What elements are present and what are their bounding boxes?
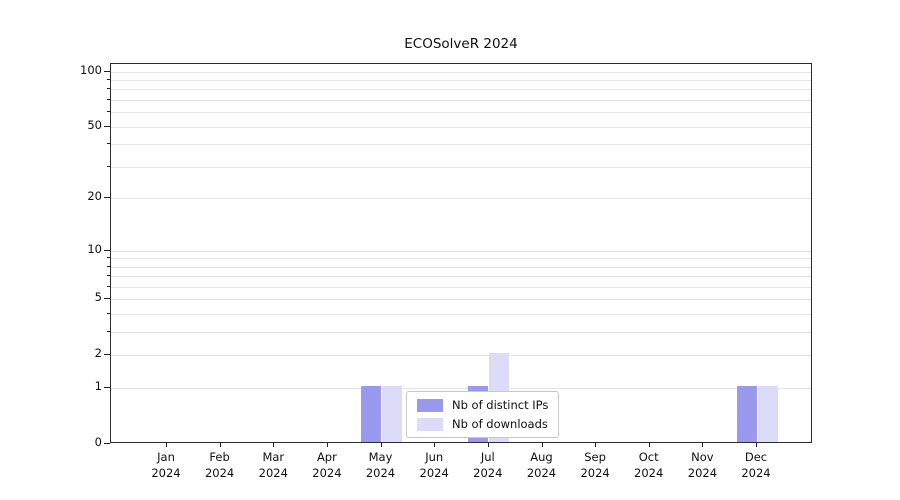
- x-tick-label: Jul 2024: [458, 449, 518, 481]
- y-minor-tick-mark: [107, 257, 110, 259]
- gridline: [111, 250, 811, 252]
- x-tick-label: Apr 2024: [297, 449, 357, 481]
- plot-area: [110, 63, 812, 443]
- gridline: [111, 198, 811, 200]
- x-tick-year-label: 2024: [312, 466, 342, 481]
- y-minor-tick-mark: [107, 165, 110, 167]
- x-tick-mark: [380, 443, 382, 447]
- y-minor-tick-mark: [107, 99, 110, 101]
- gridline: [111, 276, 811, 278]
- legend-label: Nb of downloads: [452, 417, 548, 431]
- x-tick-label: Dec 2024: [726, 449, 786, 481]
- gridline: [111, 332, 811, 334]
- x-tick-year-label: 2024: [419, 466, 449, 481]
- y-tick-mark: [104, 387, 110, 389]
- gridline: [111, 80, 811, 81]
- gridline: [111, 89, 811, 91]
- x-tick-label: Sep 2024: [565, 449, 625, 481]
- y-minor-tick-mark: [107, 111, 110, 113]
- bar-dec-downloads: [757, 386, 778, 442]
- x-tick-year-label: 2024: [258, 466, 288, 481]
- x-tick-mark: [273, 443, 275, 447]
- legend-swatch: [417, 417, 443, 431]
- x-tick-mark: [756, 443, 757, 447]
- legend-label: Nb of distinct IPs: [452, 398, 549, 412]
- x-tick-year-label: 2024: [151, 466, 181, 481]
- x-tick-mark: [219, 443, 221, 447]
- y-tick-mark: [104, 354, 110, 356]
- y-minor-tick-mark: [107, 265, 110, 267]
- x-tick-mark: [648, 443, 650, 447]
- y-minor-tick-mark: [107, 313, 110, 315]
- x-tick-label: Aug 2024: [512, 449, 572, 481]
- x-tick-label: Nov 2024: [672, 449, 732, 481]
- x-tick-mark: [595, 443, 597, 447]
- x-tick-mark: [487, 443, 489, 447]
- x-tick-mark: [702, 443, 704, 447]
- x-tick-label: Jan 2024: [136, 449, 196, 481]
- y-tick-label: 0: [94, 435, 102, 449]
- x-tick-year-label: 2024: [634, 466, 664, 481]
- legend-swatch: [417, 398, 443, 412]
- y-tick-label: 5: [94, 290, 102, 305]
- gridline: [111, 388, 811, 390]
- x-tick-year-label: 2024: [526, 466, 557, 481]
- y-minor-tick-mark: [107, 79, 110, 80]
- gridline: [111, 287, 811, 288]
- gridline: [111, 166, 811, 168]
- y-tick-mark: [104, 443, 110, 444]
- gridline: [111, 112, 811, 114]
- gridline: [111, 126, 811, 128]
- y-tick-label: 100: [80, 62, 102, 77]
- x-tick-mark: [326, 443, 328, 447]
- gridline: [111, 314, 811, 316]
- y-minor-tick-mark: [107, 143, 110, 145]
- y-minor-tick-mark: [107, 331, 110, 333]
- x-tick-year-label: 2024: [365, 466, 396, 481]
- x-tick-mark: [166, 443, 167, 447]
- gridline: [111, 71, 811, 73]
- x-tick-label: Jun 2024: [404, 449, 464, 481]
- x-tick-mark: [434, 443, 436, 447]
- x-tick-label: Mar 2024: [243, 449, 303, 481]
- y-tick-label: 10: [87, 241, 102, 256]
- y-minor-tick-mark: [107, 286, 110, 287]
- x-tick-mark: [541, 443, 543, 447]
- gridline: [111, 299, 811, 301]
- x-tick-year-label: 2024: [741, 466, 771, 481]
- x-tick-year-label: 2024: [687, 466, 718, 481]
- gridline: [111, 266, 811, 268]
- chart-title: ECOSolveR 2024: [404, 36, 518, 52]
- gridline: [111, 355, 811, 357]
- y-tick-label: 50: [87, 117, 102, 132]
- y-tick-mark: [104, 125, 110, 127]
- x-tick-year-label: 2024: [580, 466, 610, 481]
- y-tick-label: 1: [94, 379, 102, 394]
- bar-may-ips: [361, 386, 381, 442]
- y-tick-mark: [104, 70, 110, 72]
- x-tick-label: Feb 2024: [190, 449, 250, 481]
- gridline: [111, 100, 811, 102]
- y-tick-mark: [104, 197, 110, 199]
- x-tick-label: Oct 2024: [619, 449, 679, 481]
- gridline: [111, 144, 811, 146]
- bar-dec-ips: [736, 386, 757, 442]
- legend-row: Nb of downloads: [417, 417, 548, 431]
- legend-row: Nb of distinct IPs: [417, 398, 548, 412]
- y-tick-mark: [104, 298, 110, 300]
- x-tick-year-label: 2024: [204, 466, 235, 481]
- bar-may-downloads: [382, 386, 402, 442]
- y-minor-tick-mark: [107, 88, 110, 90]
- legend: Nb of distinct IPs Nb of downloads: [406, 391, 560, 438]
- x-tick-year-label: 2024: [473, 466, 503, 481]
- x-tick-label: May 2024: [351, 449, 411, 481]
- y-minor-tick-mark: [107, 275, 110, 277]
- y-tick-label: 20: [87, 189, 102, 204]
- gridline: [111, 258, 811, 260]
- y-tick-mark: [104, 249, 110, 251]
- y-tick-label: 2: [94, 346, 102, 361]
